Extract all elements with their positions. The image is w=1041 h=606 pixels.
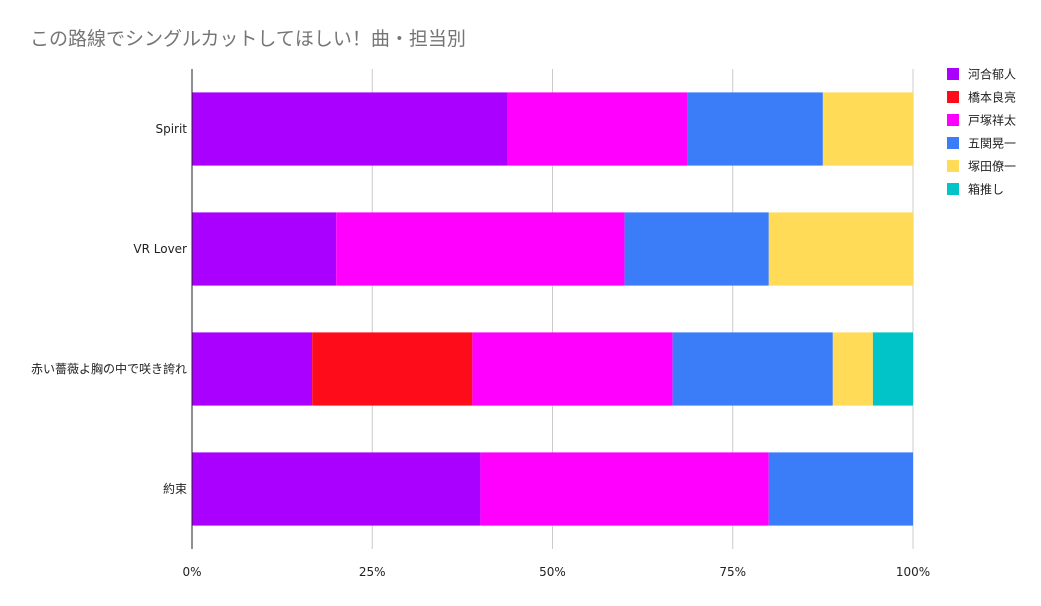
legend-swatch	[947, 160, 959, 172]
legend-label: 河合郁人	[968, 67, 1016, 82]
bars	[192, 92, 913, 526]
bar-segment	[822, 92, 913, 166]
bar-segment	[872, 332, 913, 406]
bar-segment	[624, 212, 769, 286]
legend-label: 戸塚祥太	[968, 113, 1016, 128]
legend-swatch	[947, 183, 959, 195]
legend-swatch	[947, 137, 959, 149]
bar-segment	[507, 92, 688, 166]
x-tick-label: 50%	[539, 565, 566, 579]
x-tick-label: 25%	[359, 565, 386, 579]
bar-segment	[768, 212, 913, 286]
x-tick-label: 100%	[896, 565, 930, 579]
bar-segment	[480, 452, 769, 526]
legend-label: 箱推し	[968, 182, 1004, 197]
category-label: 約束	[163, 481, 187, 496]
x-tick-label: 0%	[182, 565, 201, 579]
bar-segment	[832, 332, 873, 406]
bar-segment	[192, 212, 337, 286]
legend-label: 五関晃一	[968, 137, 1016, 151]
x-tick-label: 75%	[719, 565, 746, 579]
legend-swatch	[947, 91, 959, 103]
legend-swatch	[947, 114, 959, 126]
legend-label: 塚田僚一	[968, 159, 1016, 174]
x-axis-ticks: 0% 25% 50% 75% 100%	[182, 565, 930, 579]
bar-segment	[768, 452, 913, 526]
bar-segment	[192, 92, 508, 166]
bar-segment	[312, 332, 473, 406]
bar-segment	[192, 332, 313, 406]
category-label: VR Lover	[133, 242, 187, 256]
legend-label: 橋本良亮	[968, 90, 1016, 105]
category-label: Spirit	[155, 122, 187, 136]
legend-swatch	[947, 68, 959, 80]
bar-segment	[687, 92, 823, 166]
bar-segment	[472, 332, 673, 406]
bar-segment	[336, 212, 625, 286]
bar-segment	[192, 452, 481, 526]
chart-title: この路線でシングルカットしてほしい！曲・担当別	[30, 28, 466, 50]
category-label: 赤い薔薇よ胸の中で咲き誇れ	[31, 361, 187, 376]
bar-segment	[672, 332, 833, 406]
